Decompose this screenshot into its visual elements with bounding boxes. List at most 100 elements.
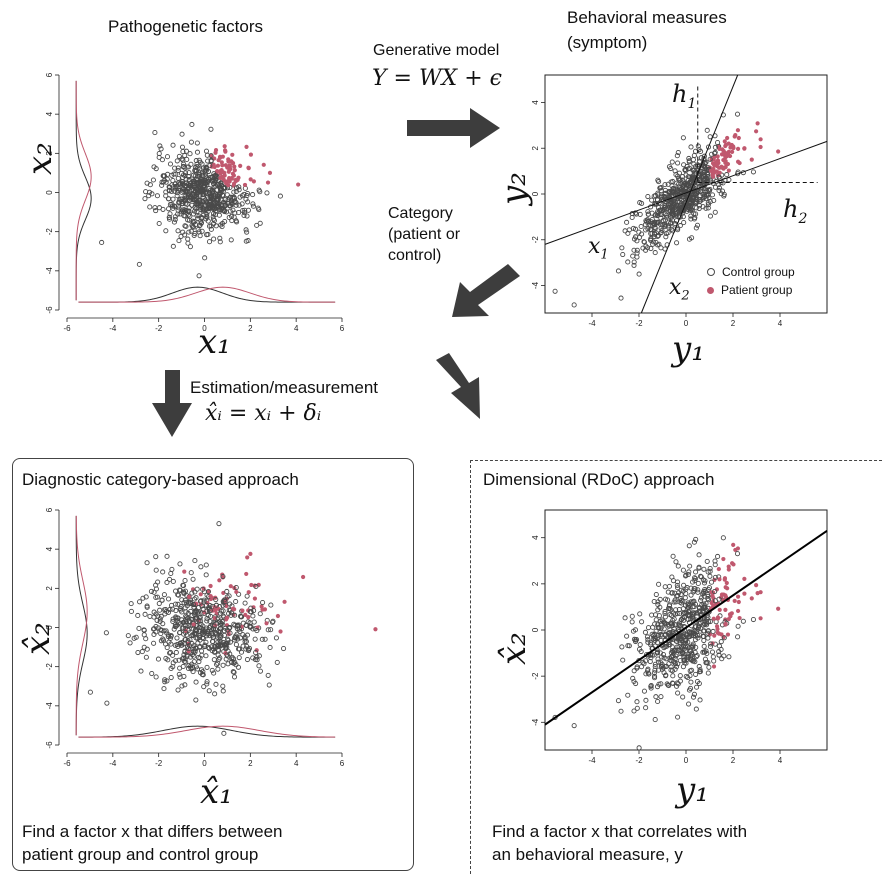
plot3-control-point <box>143 594 149 600</box>
plot1-control-point <box>222 218 228 225</box>
plot2-control-point <box>686 159 692 165</box>
plot4-control-point <box>716 643 722 649</box>
plot3-control-point <box>143 654 149 660</box>
plot4-control-point <box>669 590 675 596</box>
dimensional-caption-line1: Find a factor x that correlates with <box>492 822 748 841</box>
plot1-control-point <box>206 239 213 245</box>
plot1-control-point <box>234 185 240 191</box>
plot3-control-point <box>257 668 263 674</box>
x2-label: x2 <box>669 275 690 304</box>
plot1-control-point <box>250 203 256 209</box>
plot1-patient-point <box>226 183 231 188</box>
plot4-control-point <box>675 579 681 585</box>
plot2-control-point <box>645 193 651 200</box>
plot2-patient-point <box>711 174 716 179</box>
plot3-control-point <box>220 683 226 689</box>
plot2-ytick-label: 4 <box>531 100 540 105</box>
plot4-patient-point <box>716 631 722 636</box>
plot4-control-point <box>702 578 708 584</box>
plot3-control-point <box>181 673 187 679</box>
plot4-control-point <box>641 688 647 694</box>
plot1-control-point <box>189 121 195 128</box>
plot1-control-point <box>257 220 263 226</box>
plot1-control-point <box>147 204 153 210</box>
plot4-patient-point <box>731 542 736 547</box>
plot3-control-point <box>215 615 221 621</box>
plot4-control-point <box>636 745 642 751</box>
plot1-ytick-label: -6 <box>45 306 54 314</box>
legend-patient: Patient group <box>707 281 795 299</box>
plot1-control-point <box>183 223 189 230</box>
plot4-control-point <box>694 684 700 690</box>
plot4-control-point <box>691 539 697 545</box>
plot1-control-point <box>197 198 203 204</box>
plot1-control-point <box>205 158 211 164</box>
plot4-control-point <box>669 680 676 686</box>
plot4-patient-point <box>711 616 716 621</box>
plot3-control-point <box>233 642 239 648</box>
plot1-control-point <box>216 193 222 199</box>
plot3-patient-point <box>240 608 245 613</box>
plot1-control-point <box>175 228 181 234</box>
plot3-control-point <box>227 639 233 645</box>
plot4-control-point <box>710 654 716 660</box>
plot1-control-point <box>224 192 230 198</box>
plot4-control-point <box>634 705 640 711</box>
plot3-control-point <box>168 570 174 577</box>
plot2-control-point <box>657 212 663 218</box>
plot3-control-point <box>156 600 162 607</box>
plot4-control-point <box>672 660 678 666</box>
plot3-ytick-label: 0 <box>45 625 54 630</box>
plot3-control-point <box>215 639 221 645</box>
plot3-control-point <box>265 672 271 678</box>
plot1-control-point <box>150 177 156 183</box>
plot3-control-point <box>224 588 230 595</box>
plot3-control-point <box>196 644 203 650</box>
plot2-control-point <box>686 155 692 162</box>
plot4-control-point <box>643 658 649 664</box>
plot1-control-point <box>219 183 225 189</box>
plot4-patient-point <box>776 606 781 611</box>
plot3-control-point <box>164 579 170 586</box>
plot1-control-point <box>143 189 149 195</box>
plot4-control-point <box>677 595 683 602</box>
plot2-control-point <box>648 236 654 242</box>
dimensional-plot: -4 -2 0 2 4 -4 -2 0 2 4 <box>531 509 828 765</box>
plot3-xtick-label: -6 <box>63 759 71 768</box>
plot4-control-point <box>698 573 704 579</box>
plot3-control-point <box>199 603 205 609</box>
plot3-control-point <box>131 635 137 641</box>
plot4-control-point <box>629 619 635 625</box>
plot1-control-point <box>176 197 182 203</box>
plot4-control-point <box>693 569 699 575</box>
plot2-control-point <box>658 245 664 251</box>
plot1-y-density-patient <box>75 80 92 301</box>
plot3-control-point <box>193 697 199 703</box>
plot4-control-point <box>704 616 710 622</box>
plot1-control-point <box>188 228 194 234</box>
plot3-control-point <box>253 650 259 656</box>
plot1-control-point <box>245 190 251 197</box>
plot1-control-point <box>197 233 203 239</box>
plot3-control-point <box>273 635 279 641</box>
plot3-ytick-label: -4 <box>45 702 54 710</box>
plot3-control-point <box>183 600 189 606</box>
plot2-patient-point <box>742 146 747 151</box>
plot1-patient-point <box>213 148 219 153</box>
plot4-ytick-label: -4 <box>531 718 540 726</box>
plot2-control-point <box>688 174 694 180</box>
plot3-control-point <box>198 618 204 624</box>
plot2-control-point <box>693 192 699 198</box>
plot1-control-point <box>193 167 199 173</box>
plot4-control-point <box>686 687 693 693</box>
plot4-control-point <box>693 628 700 635</box>
behavioral-title: Behavioral measures <box>567 8 727 27</box>
plot4-control-point <box>694 610 700 616</box>
plot3-control-point <box>237 629 243 635</box>
plot4-control-point <box>648 640 654 646</box>
plot3-control-point <box>135 612 141 619</box>
plot2-control-point <box>685 177 691 183</box>
plot4-control-point <box>688 679 694 685</box>
plot1-ytick-label: 2 <box>45 151 54 156</box>
plot4-control-point <box>643 705 649 711</box>
